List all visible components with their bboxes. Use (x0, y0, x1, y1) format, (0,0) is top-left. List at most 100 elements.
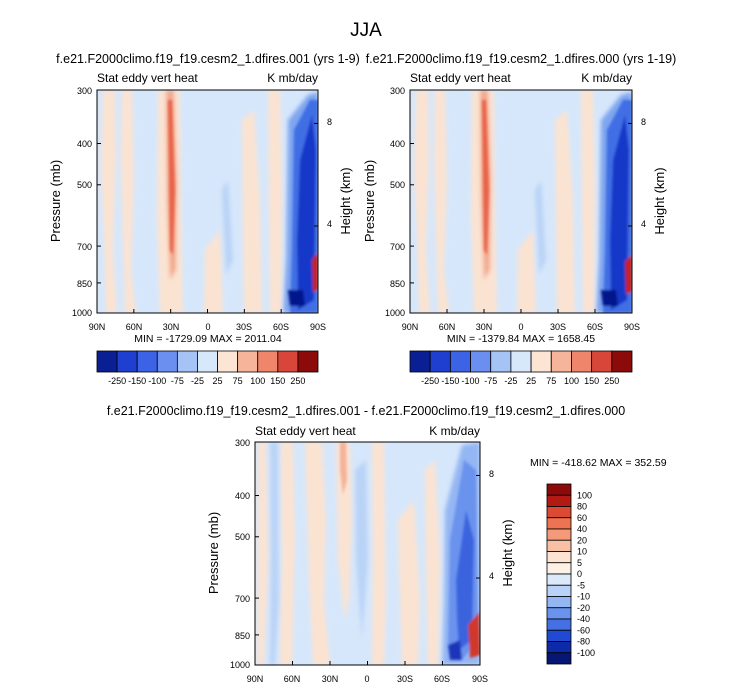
panel-3-colorbar-box (546, 641, 572, 654)
panel-2-xtick-90s: 90S (624, 322, 640, 332)
panel-1-heatmap (97, 90, 318, 313)
panel-3-colorbar-label: -40 (577, 614, 590, 624)
panel-1-colorbar-box (217, 350, 239, 373)
panel-3-colorbar-box (546, 506, 572, 519)
panel-2-warm-band-f (581, 90, 595, 313)
panel-3-colorbar-label: 5 (577, 558, 582, 568)
panel-1-rtick-4: 4 (327, 219, 332, 229)
panel-1-xtick-0: 0 (205, 322, 210, 332)
panel-3-xtick-60n: 60N (284, 674, 301, 684)
panel-3-colorbar-box (546, 528, 572, 541)
panel-2-colorbar-box (550, 350, 572, 373)
panel-3-colorbar-box (546, 517, 572, 530)
panel-1-xtick-60n: 60N (126, 322, 143, 332)
panel-3-warm-band-f (398, 500, 420, 665)
panel-2-warm-band-b (434, 90, 449, 313)
panel-1-colorbar-label: -150 (128, 376, 146, 386)
panel-1-warm-band-e (242, 110, 262, 313)
panel-1-cool-edge-deepest (288, 290, 305, 306)
panel-3-colorbar-label: 0 (577, 569, 582, 579)
panel-1-ytick-850: 850 (77, 279, 92, 289)
panel-2-colorbar-box (470, 350, 492, 373)
panel-3-xtick-30n: 30N (322, 674, 339, 684)
panel-2-ytick-500: 500 (390, 180, 405, 190)
panel-2-red-edge (625, 254, 632, 294)
panel-3-ytick-1000: 1000 (230, 660, 250, 670)
panel-3-xtick-90n: 90N (247, 674, 264, 684)
panel-3-colorbar-label: 20 (577, 535, 587, 545)
panel-2-colorbar-label: -150 (441, 376, 459, 386)
panel-3-warm-band-a (257, 442, 268, 665)
panel-1-right-subtitle: K mb/day (267, 71, 318, 85)
panel-1-ytick-1000: 1000 (72, 308, 92, 318)
panel-3-colorbar-box (546, 483, 572, 496)
panel-2-cool-edge-deepest (601, 290, 618, 306)
panel-1-tick-labels: 300 400 500 700 850 1000 90N 60N 30N 0 3… (72, 86, 332, 332)
panel-1-colorbar-label: 100 (250, 376, 265, 386)
panel-3-left-subtitle: Stat eddy vert heat (255, 424, 356, 438)
panel-1-colorbar-label: -250 (108, 376, 126, 386)
panel-1-warm-band-a (101, 90, 117, 313)
panel-3-colorbar-box (546, 562, 572, 575)
panel-2-colorbar-label: -25 (504, 376, 517, 386)
panel-3-ytick-300: 300 (235, 438, 250, 448)
panel-1-colorbar-label: 250 (290, 376, 305, 386)
panel-3-xtick-30s: 30S (397, 674, 413, 684)
panel-3-rtick-4: 4 (489, 571, 494, 581)
panel-2-xtick-90n: 90N (402, 322, 419, 332)
panel-2-colorbar-label: -100 (462, 376, 480, 386)
panel-1-ytick-300: 300 (77, 86, 92, 96)
panel-1-colorbar-box (136, 350, 158, 373)
panel-3-colorbar-box (546, 618, 572, 631)
panel-3-colorbar-label: -5 (577, 580, 585, 590)
panel-2-warm-band-e (555, 110, 575, 313)
panel-1-colorbar-label: 150 (270, 376, 285, 386)
panel-1-colorbar-label: 25 (213, 376, 223, 386)
panel-3-ticks (254, 441, 481, 666)
panel-3-tick-labels: 300 400 500 700 850 1000 90N 60N 30N 0 3… (230, 438, 494, 684)
panel-2-left-subtitle: Stat eddy vert heat (410, 71, 511, 85)
panel-1-xtick-60s: 60S (273, 322, 289, 332)
panel-2-tick-labels: 300 400 500 700 850 1000 90N 60N 30N 0 3… (385, 86, 646, 332)
panel-2-colorbar-box (449, 350, 471, 373)
panel-1: f.e21.F2000climo.f19_f19.cesm2_1.dfires.… (48, 52, 360, 386)
panel-2-xtick-60n: 60N (439, 322, 456, 332)
panel-2-xtick-0: 0 (518, 322, 523, 332)
panel-3-stats: MIN = -418.62 MAX = 352.59 (530, 457, 667, 469)
panel-3-warm-band-c (305, 442, 330, 665)
panel-1-title: f.e21.F2000climo.f19_f19.cesm2_1.dfires.… (56, 52, 360, 66)
panel-1-xtick-30n: 30N (163, 322, 180, 332)
panel-3-colorbar-label: -100 (577, 648, 595, 658)
panel-2-colorbar: -250 -150 -100 -75 -25 25 75 100 150 250 (409, 350, 633, 386)
panel-3-xtick-0: 0 (364, 674, 369, 684)
panel-3-warm-band-g (425, 460, 440, 665)
panel-2-colorbar-label: 100 (564, 376, 579, 386)
panel-3-colorbar-label: -20 (577, 603, 590, 613)
panel-3-red-edge (468, 612, 480, 658)
panel-2-rtick-4: 4 (641, 219, 646, 229)
panel-1-colorbar-box (156, 350, 178, 373)
panel-3-colorbar-box (546, 551, 572, 564)
panel-2-xtick-60s: 60S (587, 322, 603, 332)
panel-2-colorbar-label: 150 (584, 376, 599, 386)
panel-2-right-subtitle: K mb/day (581, 71, 632, 85)
panel-3-colorbar-box (546, 573, 572, 586)
panel-1-xtick-30s: 30S (236, 322, 252, 332)
panel-2-colorbar-label: -75 (484, 376, 497, 386)
panel-1-rtick-8: 8 (327, 117, 332, 127)
panel-2-colorbar-label: -250 (421, 376, 439, 386)
panel-3-xtick-90s: 90S (472, 674, 488, 684)
panel-1-stats: MIN = -1729.09 MAX = 2011.04 (134, 333, 282, 345)
panel-2-ylabel-right: Height (km) (652, 167, 667, 234)
panel-1-colorbar-box (96, 350, 118, 373)
panel-3-ytick-850: 850 (235, 631, 250, 641)
panel-1-colorbar: -250 -150 -100 -75 -25 25 75 100 150 250 (96, 350, 319, 386)
panel-3-colorbar-label: -10 (577, 592, 590, 602)
panel-2-colorbar-box (429, 350, 451, 373)
panel-2-ticks (409, 89, 633, 314)
panel-3-colorbar-label: 100 (577, 490, 592, 500)
panel-2-ytick-700: 700 (390, 242, 405, 252)
panel-2: f.e21.F2000climo.f19_f19.cesm2_1.dfires.… (362, 52, 676, 386)
panel-1-warm-band-b (121, 90, 136, 313)
